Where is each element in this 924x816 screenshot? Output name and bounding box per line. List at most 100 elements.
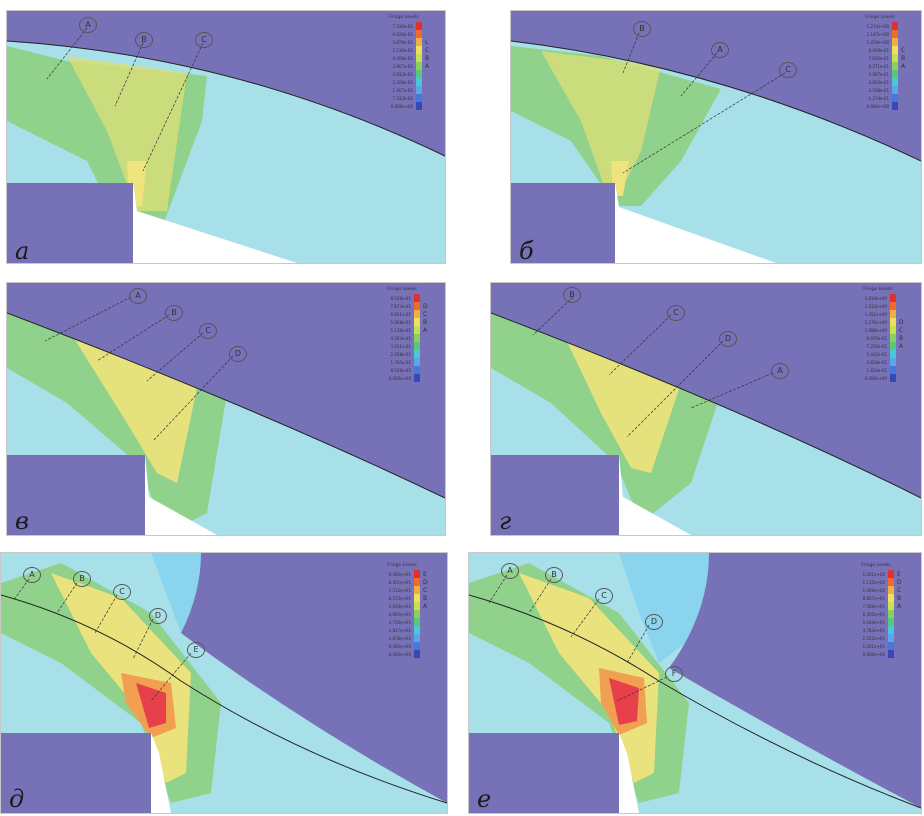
legend-value: 8.827e+01 xyxy=(862,595,885,601)
legend-value: 4.263e-01 xyxy=(390,335,411,341)
callout-D: D xyxy=(645,614,663,630)
solid-block xyxy=(1,733,151,813)
legend-value: 7.256e-01 xyxy=(866,343,887,349)
leader-C xyxy=(570,598,600,638)
callout-D: D xyxy=(229,346,247,362)
legend-row: 3.823e-01 xyxy=(845,78,915,86)
legend-value: 2.522e+01 xyxy=(862,635,885,641)
legend-value: 3.411e-01 xyxy=(390,343,411,349)
legend-value: 1.009e+02 xyxy=(862,587,885,593)
legend-value: 8.526e-01 xyxy=(390,295,411,301)
legend-row: 1.009e+02 C xyxy=(841,586,911,594)
leader-C xyxy=(146,332,204,382)
leader-A xyxy=(12,578,30,602)
legend-row: 1.705e-01 xyxy=(367,358,437,366)
callout-B: B xyxy=(545,567,563,583)
panel-letter: а xyxy=(15,237,30,264)
callout-B: B xyxy=(633,21,651,37)
leader-C xyxy=(142,42,204,172)
legend-value: 5.097e-01 xyxy=(868,71,889,77)
leader-D xyxy=(626,340,724,438)
legend-value: 4.695e+01 xyxy=(388,611,411,617)
legend-row: 9.390e+00 xyxy=(367,642,437,650)
white-gap xyxy=(619,733,639,813)
boundary-line xyxy=(469,594,921,809)
legend-row: 6.821e-01 C xyxy=(367,310,437,318)
legend-value: 1.451e+00 xyxy=(864,311,887,317)
legend-value: 1.261e+02 xyxy=(862,571,885,577)
leader-B xyxy=(56,582,78,614)
legend-row: 4.695e+01 xyxy=(367,610,437,618)
panel-a: A B C Fringe Levels 7.330e-01 6.620e-01 … xyxy=(6,10,446,264)
legend-row: 7.673e-01 D xyxy=(367,302,437,310)
legend-rows: 1.274e+00 1.147e+00 1.019e+00 8.919e-01 C… xyxy=(845,22,915,110)
solid-region-top xyxy=(181,553,447,803)
legend-value: 0.000e+00 xyxy=(864,375,887,381)
legend-letter: A xyxy=(423,602,428,610)
callout-A: A xyxy=(771,363,789,379)
legend-letter: E xyxy=(423,570,427,578)
legend-letter: B xyxy=(901,54,906,62)
legend-row: 0.000e+00 xyxy=(843,374,913,382)
legend-row: 1.451e+00 xyxy=(843,310,913,318)
leader-B xyxy=(114,42,144,107)
yellow-band xyxy=(541,51,661,191)
legend-value: 2.558e-01 xyxy=(390,351,411,357)
legend-value: 4.400e-01 xyxy=(392,55,413,61)
legend-row: 1.088e+00 C xyxy=(843,326,913,334)
legend-value: 1.147e+00 xyxy=(866,31,889,37)
legend-value: 1.633e+00 xyxy=(864,303,887,309)
boundary-line xyxy=(491,312,921,499)
callout-A: A xyxy=(129,288,147,304)
legend-row: 3.756e+01 xyxy=(367,618,437,626)
stress-field-a xyxy=(7,11,445,263)
solid-region-top xyxy=(491,283,921,498)
white-gap xyxy=(619,455,691,535)
legend-value: 3.783e+01 xyxy=(862,627,885,633)
leader-D xyxy=(132,618,154,660)
legend-letter: D xyxy=(423,578,428,586)
fringe-legend: Fringe Levels 9.390e+01 E 8.451e+01 D 7.51… xyxy=(367,563,437,658)
leader-B xyxy=(528,578,552,614)
legend-row: 6.371e-01 A xyxy=(845,62,915,70)
leader-A xyxy=(690,372,774,409)
legend-row: 5.130e-01 C xyxy=(369,46,439,54)
legend-letter: B xyxy=(425,54,430,62)
legend-value: 8.919e-01 xyxy=(868,47,889,53)
callout-B: B xyxy=(73,571,91,587)
legend-row: 4.263e-01 xyxy=(367,334,437,342)
legend-row: 2.817e+01 xyxy=(367,626,437,634)
solid-region-top xyxy=(511,11,921,161)
boundary-line xyxy=(1,594,447,804)
legend-value: 1.467e-01 xyxy=(392,87,413,93)
legend-value: 5.130e-01 xyxy=(392,47,413,53)
legend-row: 5.097e-01 xyxy=(845,70,915,78)
legend-value: 1.274e+00 xyxy=(866,23,889,29)
legend-row: 0.000e+00 xyxy=(841,650,911,658)
legend-value: 8.526e-02 xyxy=(390,367,411,373)
legend-row: 1.814e+00 xyxy=(843,294,913,302)
legend-value: 6.573e+01 xyxy=(388,595,411,601)
legend-value: 6.821e-01 xyxy=(390,311,411,317)
panel-letter: д xyxy=(9,785,25,813)
legend-letter: C xyxy=(423,586,428,594)
legend-value: 5.044e+01 xyxy=(862,619,885,625)
legend-value: 5.968e-01 xyxy=(390,319,411,325)
red-zone xyxy=(136,683,166,728)
legend-row: 2.933e-01 xyxy=(369,70,439,78)
legend-letter: D xyxy=(423,302,428,310)
callout-D: D xyxy=(149,608,167,624)
legend-row: 4.400e-01 B xyxy=(369,54,439,62)
leader-B xyxy=(532,296,574,336)
leader-F xyxy=(616,676,668,702)
legend-value: 1.088e+00 xyxy=(864,327,887,333)
legend-value: 0.000e+00 xyxy=(862,651,885,657)
boundary-line xyxy=(511,40,921,162)
legend-row: 7.333e-02 xyxy=(369,94,439,102)
legend-row: 0.000e+00 xyxy=(367,650,437,658)
leader-C xyxy=(94,594,118,634)
stress-field-e xyxy=(469,553,921,813)
legend-letter: C xyxy=(901,46,906,54)
legend-row: 5.634e+01 A xyxy=(367,602,437,610)
legend-value: 9.390e+01 xyxy=(388,571,411,577)
